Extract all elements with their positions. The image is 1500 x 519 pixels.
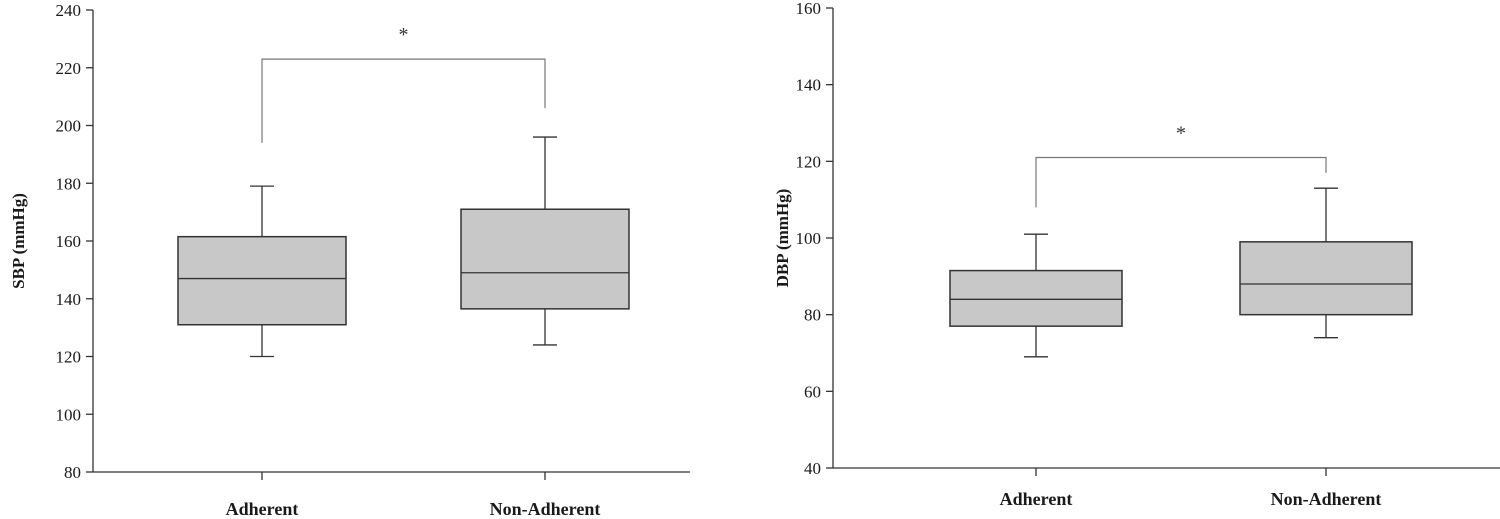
x-category-label: Non-Adherent (1271, 489, 1382, 509)
y-axis-title: SBP (mmHg) (9, 193, 28, 289)
y-tick-label: 180 (56, 174, 82, 193)
significance-label: * (1176, 123, 1186, 145)
significance-bracket: * (1035, 123, 1327, 208)
y-tick-label: 40 (804, 459, 821, 478)
y-tick-label: 100 (796, 229, 822, 248)
significance-bracket: * (261, 24, 546, 143)
y-tick-label: 60 (804, 382, 821, 401)
x-category-label: Adherent (226, 499, 299, 519)
y-tick-label: 160 (56, 232, 82, 251)
bracket-line (1035, 156, 1327, 208)
iqr-box (949, 269, 1123, 327)
y-tick-label: 240 (56, 1, 82, 20)
y-tick-label: 80 (64, 463, 81, 482)
bracket-line (261, 58, 546, 143)
chart-panel-1: 80 100 120 140 160 180 200 220 240 SBP (mmHg) Adhe… (9, 1, 690, 519)
iqr-box (460, 208, 630, 310)
iqr-box (177, 235, 347, 326)
y-tick-label: 140 (796, 76, 822, 95)
box-non-adherent (1239, 187, 1413, 339)
y-tick-label: 220 (56, 59, 82, 78)
chart-panel-2: 40 60 80 100 120 140 160 DBP (mmHg) Adherent Non-… (773, 0, 1500, 509)
y-tick-label: 100 (56, 405, 82, 424)
y-tick-label: 200 (56, 117, 82, 136)
iqr-box (1239, 241, 1413, 316)
box-adherent (177, 185, 347, 358)
box-non-adherent (460, 136, 630, 346)
box-adherent (949, 233, 1123, 358)
y-tick-label: 80 (804, 306, 821, 325)
y-tick-label: 120 (56, 348, 82, 367)
x-category-label: Non-Adherent (490, 499, 601, 519)
y-tick-label: 160 (796, 0, 822, 18)
y-tick-label: 120 (796, 152, 822, 171)
y-tick-label: 140 (56, 290, 82, 309)
significance-label: * (399, 24, 409, 46)
y-axis-title: DBP (mmHg) (773, 189, 792, 288)
x-category-label: Adherent (1000, 489, 1073, 509)
